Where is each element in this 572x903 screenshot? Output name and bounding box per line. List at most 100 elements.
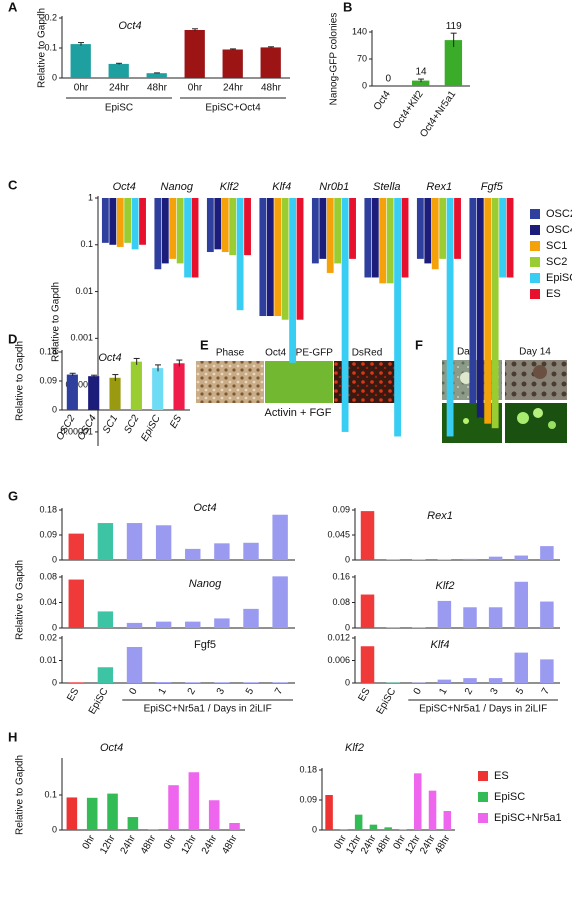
x-tick-label: 5 [244,686,257,697]
legend-swatch [530,209,540,219]
bar [463,607,477,628]
y-tick-label: 0.01 [75,286,93,296]
x-tick-label: SC1 [101,413,120,435]
chart-title: Oct4 [98,352,121,364]
bar [484,198,492,424]
legend-swatch [478,813,488,823]
x-tick-label: EpiSC [87,686,111,716]
y-tick-label: 0.04 [39,597,57,607]
panel-letter: H [8,729,17,744]
x-tick-label: EpiSC [375,686,399,716]
bar [326,198,334,273]
panel-letter: D [8,331,17,346]
bar [399,829,407,830]
y-tick-label: 0 [52,824,57,834]
bar [185,548,201,560]
bar [386,627,400,628]
x-axis-label: EpiSC+Nr5a1 / Days in 2iLIF [419,704,547,715]
bar [221,198,229,253]
colony [463,418,469,424]
x-tick-label: Oct4 [372,89,393,113]
chart-title: Oct4 [193,502,216,514]
chart-title: Oct4 [100,742,123,754]
bar [386,559,400,560]
bar [214,618,230,628]
legend-swatch [530,225,540,235]
panel-letter: B [343,0,352,14]
bar [424,198,432,264]
group-label: EpiSC [105,103,133,114]
y-axis-label: Nanog-GFP colonies [329,13,340,106]
x-tick-label: Oct4+Klf2 [391,89,426,132]
panel-letter: A [8,0,18,14]
y-tick-label: 0 [52,404,57,414]
panel-letter: C [8,177,18,192]
x-tick-label: 12hr [180,833,200,856]
colony [533,408,543,418]
y-tick-label: 0.00001 [60,426,93,436]
bar [364,198,372,278]
bar [488,607,503,628]
bar [491,198,499,429]
colony [548,421,556,429]
bar [463,678,477,683]
bar [214,543,230,560]
bar [340,829,348,830]
x-tick-label: ES [65,686,81,703]
y-axis-label: Relative to Gapdh [51,282,62,362]
x-tick-label: EpiSC [139,413,163,444]
bar [146,73,167,78]
bar [229,823,240,830]
bar [168,785,179,830]
y-tick-label: 0.02 [39,632,57,642]
bar [131,198,139,250]
y-tick-label: 0.09 [39,529,57,539]
bar [259,198,267,317]
panel-e: E Phase Oct4 ΔPE-GFP DsRed Activin + FGF [196,337,400,419]
bar [101,198,109,243]
bar [334,198,342,264]
bar [66,797,78,830]
y-tick-label: 0 [52,677,57,687]
bar [412,80,430,86]
y-tick-label: 70 [357,53,367,63]
legend-label: EpiSC+Nr5a1 [494,812,562,824]
legend-swatch [530,241,540,251]
x-tick-label: 24hr [223,83,244,94]
y-tick-label: 0 [52,622,57,632]
bar [208,800,220,830]
y-axis-label: Relative to Gapdh [15,341,26,421]
x-tick-label: 48hr [147,83,168,94]
bar [124,198,132,243]
bar [514,652,529,683]
image-day14-bf [505,360,567,400]
bar [191,198,199,278]
y-tick-label: 0 [345,677,350,687]
bar [274,198,282,317]
legend-label: SC1 [546,240,567,252]
legend-swatch [530,257,540,267]
colony [460,372,472,384]
bar [506,198,514,278]
bar [127,817,139,830]
bar [66,374,78,410]
bar [126,622,143,628]
bar [296,198,304,320]
bar [289,198,297,363]
bar [446,198,454,437]
bar [109,198,117,245]
x-tick-label: ES [168,413,184,430]
bar [488,556,503,560]
y-tick-label: 0 [312,824,317,834]
bar [185,682,201,683]
bar [325,795,333,830]
x-tick-label: 48hr [433,833,453,856]
y-tick-label: 0 [52,72,57,82]
bar [437,679,452,683]
x-tick-label: 3 [215,686,228,697]
y-tick-label: 0.18 [299,764,317,774]
x-tick-label: 0hr [81,833,98,852]
category-label: Stella [373,181,401,193]
y-tick-label: 0.01 [39,655,57,665]
